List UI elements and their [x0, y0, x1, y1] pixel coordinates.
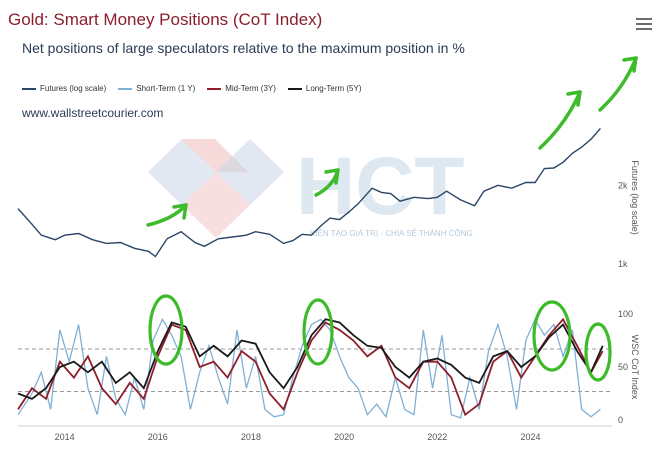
year-xtick-label: 2022 — [427, 432, 447, 442]
year-xtick-label: 2020 — [334, 432, 354, 442]
annotation-arrowhead — [622, 56, 638, 73]
cot-ytick-label: 0 — [618, 415, 623, 425]
year-xtick-label: 2018 — [241, 432, 261, 442]
watermark-brand: HCT — [296, 141, 465, 232]
legend-label-long-term: Long-Term (5Y) — [305, 84, 362, 93]
futures-ytick-label: 2k — [618, 180, 628, 190]
website-label: www.wallstreetcourier.com — [22, 106, 164, 120]
short-term-line — [17, 317, 601, 419]
annotation-arrow — [538, 90, 582, 150]
annotation-arrowhead — [566, 90, 582, 107]
annotation-circle — [532, 300, 572, 372]
legend-swatch-futures — [22, 87, 36, 90]
chart-subtitle: Net positions of large speculators relat… — [22, 40, 465, 56]
annotation-circle — [148, 294, 184, 366]
cot-ytick-label: 50 — [618, 362, 628, 372]
year-xtick-label: 2014 — [55, 432, 75, 442]
watermark-diamond-right — [216, 139, 284, 205]
legend-swatch-short-term — [118, 87, 133, 90]
legend-item-long-term[interactable]: Long-Term (5Y) — [287, 84, 362, 93]
legend-label-futures: Futures (log scale) — [40, 84, 107, 93]
cot-ytick-label: 100 — [618, 309, 633, 319]
long-term-line — [17, 318, 604, 400]
legend-label-mid-term: Mid-Term (3Y) — [225, 84, 276, 93]
annotation-arrowhead — [172, 203, 188, 220]
annotation-circle — [584, 322, 612, 382]
futures-axis-label: Futures (log scale) — [630, 160, 640, 235]
annotation-arrow — [598, 56, 638, 112]
cot-axis-label: WSC CoT Index — [630, 335, 640, 400]
annotation-arrow — [146, 203, 188, 227]
hamburger-menu-icon[interactable] — [636, 18, 652, 30]
year-xtick-label: 2016 — [148, 432, 168, 442]
futures-ytick-label: 1k — [618, 259, 628, 269]
legend-item-futures[interactable]: Futures (log scale) — [22, 84, 106, 93]
legend-swatch-mid-term — [207, 87, 222, 90]
legend-label-short-term: Short-Term (1 Y) — [136, 84, 196, 93]
chart-legend: Futures (log scale) Short-Term (1 Y) Mid… — [22, 84, 361, 93]
year-xtick-label: 2024 — [520, 432, 540, 442]
legend-item-short-term[interactable]: Short-Term (1 Y) — [118, 84, 195, 93]
legend-swatch-long-term — [287, 87, 302, 90]
annotation-arrowhead — [324, 168, 340, 185]
watermark-tagline: KIẾN TẠO GIÁ TRỊ - CHIA SẺ THÀNH CÔNG — [310, 228, 473, 238]
legend-item-mid-term[interactable]: Mid-Term (3Y) — [207, 84, 276, 93]
annotation-circle — [302, 298, 334, 366]
chart-title: Gold: Smart Money Positions (CoT Index) — [8, 10, 323, 29]
futures-line — [17, 127, 601, 258]
watermark-diamond-bottom — [182, 172, 250, 238]
